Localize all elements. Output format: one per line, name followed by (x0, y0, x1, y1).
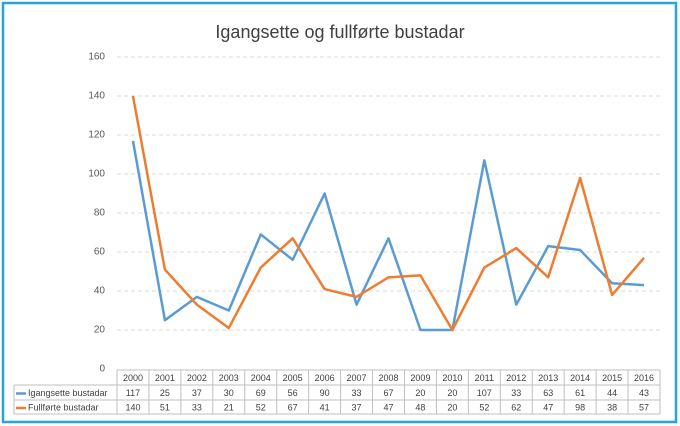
x-tick-label: 2016 (634, 373, 654, 383)
y-tick-label: 140 (88, 91, 105, 102)
table-value: 67 (288, 402, 298, 412)
table-value: 21 (224, 402, 234, 412)
x-tick-label: 2006 (315, 373, 335, 383)
y-tick-label: 0 (99, 364, 105, 375)
table-value: 67 (383, 388, 393, 398)
y-tick-label: 120 (88, 130, 105, 141)
x-tick-label: 2013 (538, 373, 558, 383)
table-value: 52 (479, 402, 489, 412)
table-value: 62 (511, 402, 521, 412)
table-value: 57 (639, 402, 649, 412)
table-value: 20 (447, 388, 457, 398)
table-value: 51 (160, 402, 170, 412)
y-tick-label: 60 (94, 247, 106, 258)
table-value: 61 (575, 388, 585, 398)
line-series (131, 95, 645, 332)
table-value: 30 (224, 388, 234, 398)
x-tick-label: 2012 (506, 373, 526, 383)
table-value: 47 (383, 402, 393, 412)
y-tick-label: 160 (88, 52, 105, 63)
table-value: 56 (288, 388, 298, 398)
table-value: 37 (352, 402, 362, 412)
table-value: 117 (126, 388, 140, 398)
table-value: 20 (447, 402, 457, 412)
table-value: 107 (477, 388, 492, 398)
x-tick-label: 2007 (347, 373, 367, 383)
x-tick-label: 2003 (219, 373, 239, 383)
legend-label: Igangsette bustadar (28, 388, 108, 398)
y-tick-label: 40 (94, 286, 106, 297)
table-value: 98 (575, 402, 585, 412)
x-tick-label: 2004 (251, 373, 271, 383)
table-value: 33 (511, 388, 521, 398)
table-value: 63 (543, 388, 553, 398)
y-tick-label: 20 (94, 325, 106, 336)
x-tick-label: 2005 (283, 373, 303, 383)
table-value: 44 (607, 388, 617, 398)
chart-title: Igangsette og fullførte bustadar (215, 22, 464, 42)
table-value: 43 (639, 388, 649, 398)
table-value: 25 (160, 388, 170, 398)
y-tick-label: 100 (88, 169, 105, 180)
table-value: 38 (607, 402, 617, 412)
x-tick-label: 2008 (378, 373, 398, 383)
x-tick-label: 2001 (155, 373, 175, 383)
table-value: 33 (352, 388, 362, 398)
y-tick-label: 80 (94, 208, 106, 219)
x-tick-label: 2009 (410, 373, 430, 383)
table-value: 140 (125, 402, 140, 412)
table-value: 52 (256, 402, 266, 412)
x-tick-label: 2015 (602, 373, 622, 383)
x-tick-label: 2000 (123, 373, 143, 383)
table-value: 47 (543, 402, 553, 412)
table-value: 20 (415, 388, 425, 398)
table-value: 90 (320, 388, 330, 398)
legend-label: Fullførte bustadar (28, 402, 99, 412)
table-value: 33 (192, 402, 202, 412)
x-tick-label: 2010 (442, 373, 462, 383)
table-value: 69 (256, 388, 266, 398)
x-tick-label: 2011 (475, 373, 494, 383)
x-tick-label: 2014 (570, 373, 590, 383)
table-value: 37 (192, 388, 202, 398)
table-value: 48 (415, 402, 425, 412)
table-value: 41 (320, 402, 330, 412)
x-tick-label: 2002 (187, 373, 207, 383)
